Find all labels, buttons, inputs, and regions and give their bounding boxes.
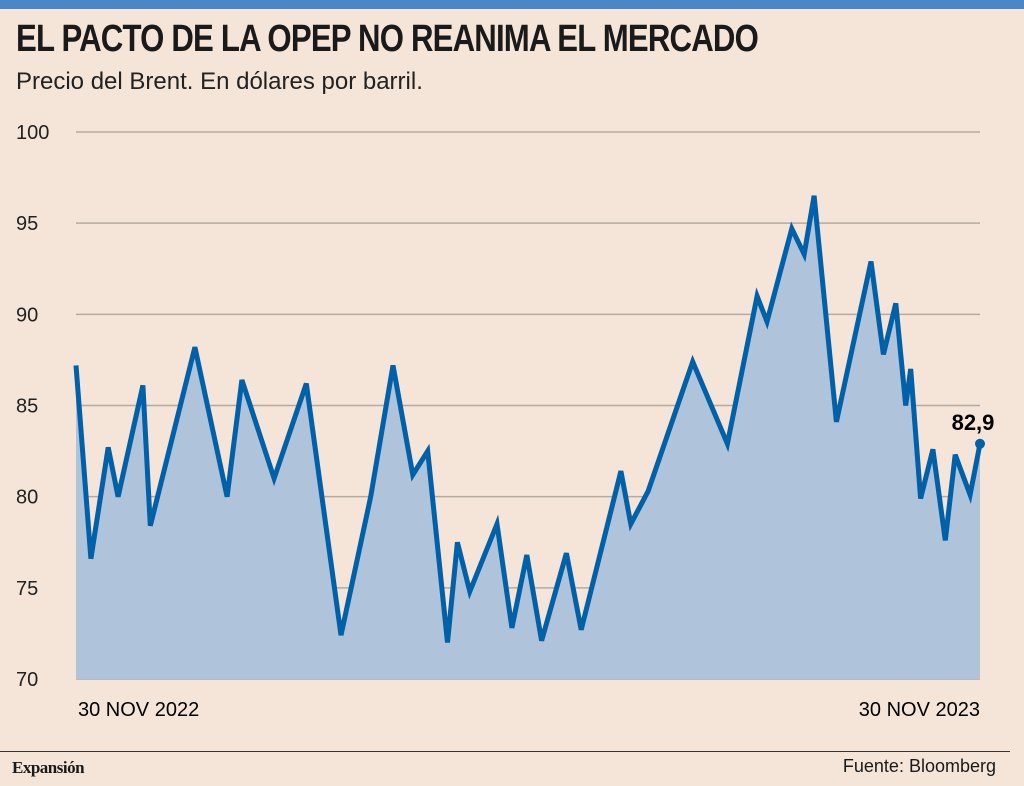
x-tick-label-end: 30 NOV 2023 <box>859 699 980 721</box>
y-tick-label: 95 <box>16 213 38 235</box>
x-tick-label-start: 30 NOV 2022 <box>78 699 199 721</box>
y-axis-ticks: 70 75 80 85 90 95 100 <box>16 122 49 691</box>
chart-subtitle: Precio del Brent. En dólares por barril. <box>16 68 423 95</box>
y-tick-label: 80 <box>16 487 38 509</box>
source-note: Fuente: Bloomberg <box>842 756 996 776</box>
y-tick-label: 85 <box>16 396 38 418</box>
y-tick-label: 90 <box>16 304 38 326</box>
y-tick-label: 70 <box>16 669 38 691</box>
price-line <box>73 195 983 643</box>
chart: 70 75 80 85 90 95 100 82,9 30 NOV 2022 30 NOV … <box>16 122 995 721</box>
top-accent-bar <box>0 0 1024 9</box>
price-area <box>76 195 980 680</box>
last-value-label: 82,9 <box>952 410 995 435</box>
brand-logo: Expansión <box>12 758 85 777</box>
y-tick-label: 100 <box>16 122 49 144</box>
chart-title: EL PACTO DE LA OPEP NO REANIMA EL MERCAD… <box>16 18 759 60</box>
last-point-marker <box>975 438 985 449</box>
y-tick-label: 75 <box>16 578 38 600</box>
footer-divider <box>0 751 1010 752</box>
